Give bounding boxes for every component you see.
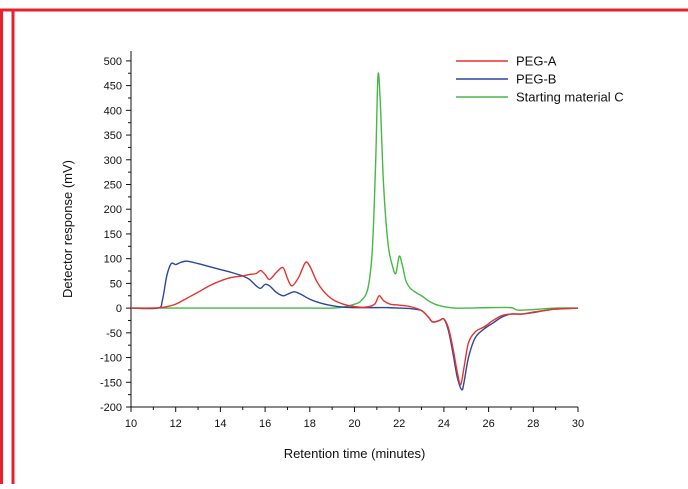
series-layer [130, 72, 579, 391]
y-tick-label: 450 [104, 81, 122, 93]
y-tick-label: 500 [104, 56, 122, 68]
x-tick-label: 30 [572, 418, 584, 430]
series-line-starting-material-c [130, 72, 579, 311]
x-tick-label: 24 [438, 418, 450, 430]
y-tick-label: -200 [100, 402, 122, 414]
x-tick-label: 10 [125, 418, 137, 430]
axes: -200 -150 -100 -50 0 50 100 150 200 250 300 350 400 4… [100, 51, 584, 430]
x-tick-label: 14 [214, 418, 226, 430]
x-tick-label: 22 [393, 418, 405, 430]
y-tick-label: 50 [110, 278, 122, 290]
y-axis-title: Detector response (mV) [60, 160, 75, 298]
y-tick-label: -150 [100, 377, 122, 389]
x-tick-label: 28 [527, 418, 539, 430]
y-tick-label: 350 [104, 130, 122, 142]
y-tick-label: 200 [104, 204, 122, 216]
legend-label-peg-a: PEG-A [516, 54, 557, 69]
series-line-peg-a [130, 261, 579, 386]
y-tick-label: 300 [104, 155, 122, 167]
y-tick-label: 250 [104, 180, 122, 192]
x-tick-label: 26 [482, 418, 494, 430]
y-tick-label: 400 [104, 105, 122, 117]
series-line-peg-b [130, 260, 579, 391]
legend: PEG-A PEG-B Starting material C [456, 54, 624, 105]
frame-border [0, 8, 688, 484]
x-tick-label: 16 [259, 418, 271, 430]
x-tick-label: 12 [170, 418, 182, 430]
x-tick-label: 18 [304, 418, 316, 430]
legend-label-peg-b: PEG-B [516, 72, 556, 87]
x-axis-title: Retention time (minutes) [284, 446, 426, 461]
y-tick-label: -100 [100, 353, 122, 365]
x-tick-label: 20 [348, 418, 360, 430]
y-tick-label: 0 [116, 303, 122, 315]
y-tick-label: 100 [104, 254, 122, 266]
y-tick-label: -50 [106, 328, 122, 340]
y-tick-label: 150 [104, 229, 122, 241]
legend-label-starting-material-c: Starting material C [516, 90, 624, 105]
